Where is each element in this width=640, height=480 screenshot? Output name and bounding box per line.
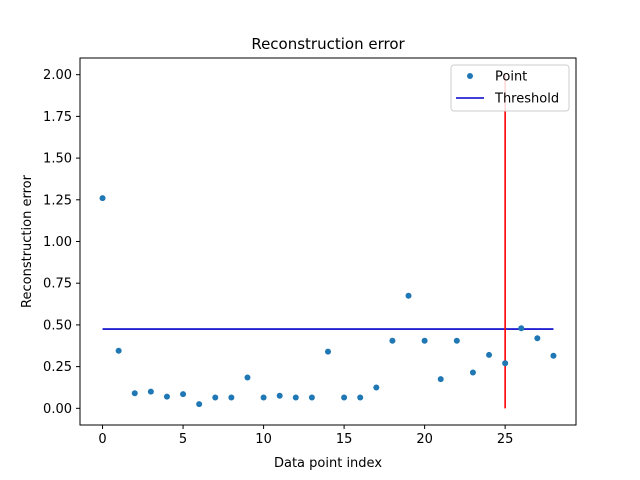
data-point — [212, 394, 219, 401]
data-point — [502, 360, 509, 367]
y-tick-label: 1.25 — [43, 193, 72, 208]
legend-box — [450, 64, 570, 112]
legend: Point Threshold — [450, 64, 570, 112]
chart-title: Reconstruction error — [251, 35, 405, 53]
legend-point-marker — [467, 73, 473, 79]
axis-ticks: 0 5 10 15 20 25 0.00 0.25 0.50 0.75 1.00 1.25 1.50 1.… — [43, 68, 513, 447]
data-point — [260, 394, 267, 401]
data-point — [147, 388, 154, 395]
data-point — [469, 369, 476, 376]
data-point — [196, 401, 203, 408]
legend-label-threshold: Threshold — [494, 92, 559, 107]
data-point — [341, 394, 348, 401]
data-point — [292, 394, 299, 401]
x-tick-label: 20 — [416, 432, 433, 447]
data-point — [325, 348, 331, 355]
data-point — [357, 394, 364, 401]
data-point — [405, 292, 412, 299]
y-tick-label: 1.50 — [43, 152, 72, 167]
data-point — [389, 337, 396, 344]
x-tick-label: 5 — [179, 432, 187, 447]
data-point — [131, 390, 138, 397]
data-point — [163, 393, 170, 400]
x-axis-label: Data point index — [274, 456, 382, 471]
y-tick-label: 1.00 — [43, 235, 72, 250]
data-point — [115, 347, 122, 354]
x-tick-label: 0 — [98, 432, 106, 447]
data-point — [550, 352, 557, 359]
plot-marks — [99, 74, 557, 409]
data-point — [534, 335, 541, 342]
x-tick-label: 15 — [336, 432, 353, 447]
y-tick-label: 2.00 — [43, 68, 72, 83]
data-point — [453, 337, 460, 344]
y-tick-label: 0.00 — [43, 402, 72, 417]
data-point — [437, 376, 444, 383]
y-axis-label: Reconstruction error — [20, 174, 35, 308]
data-point — [486, 351, 493, 358]
y-tick-label: 0.50 — [43, 318, 72, 333]
data-point — [518, 325, 525, 332]
x-tick-label: 10 — [255, 432, 272, 447]
data-point — [373, 384, 380, 391]
data-point — [228, 394, 235, 401]
y-tick-label: 0.75 — [43, 277, 72, 292]
data-point — [421, 337, 428, 344]
data-point — [180, 391, 187, 398]
y-tick-label: 0.25 — [43, 360, 72, 375]
y-tick-label: 1.75 — [43, 110, 72, 125]
data-point — [308, 394, 315, 401]
x-tick-label: 25 — [497, 432, 514, 447]
data-point — [99, 195, 106, 202]
data-point — [244, 374, 251, 381]
legend-label-point: Point — [495, 70, 527, 85]
data-point — [276, 392, 283, 399]
